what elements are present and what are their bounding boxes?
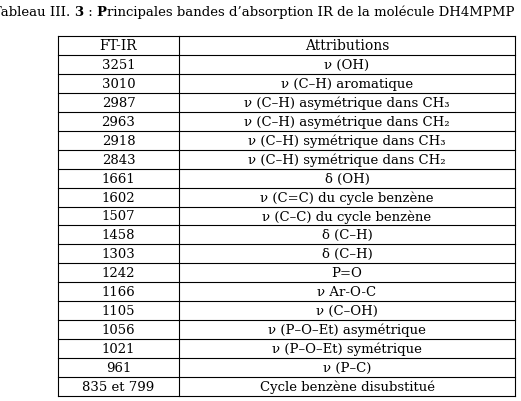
Text: 1056: 1056: [102, 323, 135, 336]
Text: ν (OH): ν (OH): [325, 59, 369, 72]
Text: 1242: 1242: [102, 267, 135, 279]
Text: ν (C=C) du cycle benzène: ν (C=C) du cycle benzène: [260, 191, 434, 204]
Text: 3: 3: [75, 6, 84, 18]
Text: 1661: 1661: [102, 172, 135, 185]
Text: δ (C–H): δ (C–H): [321, 229, 373, 242]
Text: rincipales bandes d’absorption IR de la molécule DH4MPMP: rincipales bandes d’absorption IR de la …: [107, 5, 514, 19]
Text: P=O: P=O: [331, 267, 363, 279]
Text: ν (C–H) asymétrique dans CH₃: ν (C–H) asymétrique dans CH₃: [244, 96, 450, 110]
Text: 3010: 3010: [102, 78, 135, 91]
Text: ν (P–C): ν (P–C): [323, 361, 371, 374]
Text: 1507: 1507: [102, 210, 135, 223]
Text: ν Ar-O-C: ν Ar-O-C: [317, 286, 377, 299]
Text: 1602: 1602: [102, 191, 135, 204]
Text: 835 et 799: 835 et 799: [82, 380, 155, 393]
Text: :: :: [84, 6, 96, 18]
Text: Tableau III.: Tableau III.: [0, 6, 75, 18]
Text: ν (P–O–Et) asymétrique: ν (P–O–Et) asymétrique: [268, 323, 426, 336]
Text: 961: 961: [106, 361, 131, 374]
Text: 2963: 2963: [102, 115, 135, 128]
Text: 1021: 1021: [102, 342, 135, 355]
Text: ν (C–H) symétrique dans CH₃: ν (C–H) symétrique dans CH₃: [249, 134, 446, 148]
Text: ν (C–C) du cycle benzène: ν (C–C) du cycle benzène: [263, 210, 431, 223]
Text: ν (C–OH): ν (C–OH): [316, 304, 378, 318]
Text: Attributions: Attributions: [305, 39, 389, 53]
Text: ν (P–O–Et) symétrique: ν (P–O–Et) symétrique: [272, 342, 422, 356]
Text: 2918: 2918: [102, 134, 135, 147]
Text: P: P: [96, 6, 107, 18]
Text: ν (C–H) asymétrique dans CH₂: ν (C–H) asymétrique dans CH₂: [244, 115, 450, 129]
Text: 1303: 1303: [102, 248, 135, 261]
Text: 2843: 2843: [102, 153, 135, 166]
Text: 1105: 1105: [102, 304, 135, 318]
Text: ν (C–H) aromatique: ν (C–H) aromatique: [281, 78, 413, 91]
Text: FT-IR: FT-IR: [100, 39, 138, 53]
Text: 1166: 1166: [102, 286, 135, 299]
Text: δ (OH): δ (OH): [325, 172, 369, 185]
Text: 3251: 3251: [102, 59, 135, 72]
Text: 1458: 1458: [102, 229, 135, 242]
Text: ν (C–H) symétrique dans CH₂: ν (C–H) symétrique dans CH₂: [248, 153, 446, 166]
Text: Cycle benzène disubstitué: Cycle benzène disubstitué: [259, 380, 435, 393]
Text: 2987: 2987: [102, 97, 135, 109]
Text: δ (C–H): δ (C–H): [321, 248, 373, 261]
